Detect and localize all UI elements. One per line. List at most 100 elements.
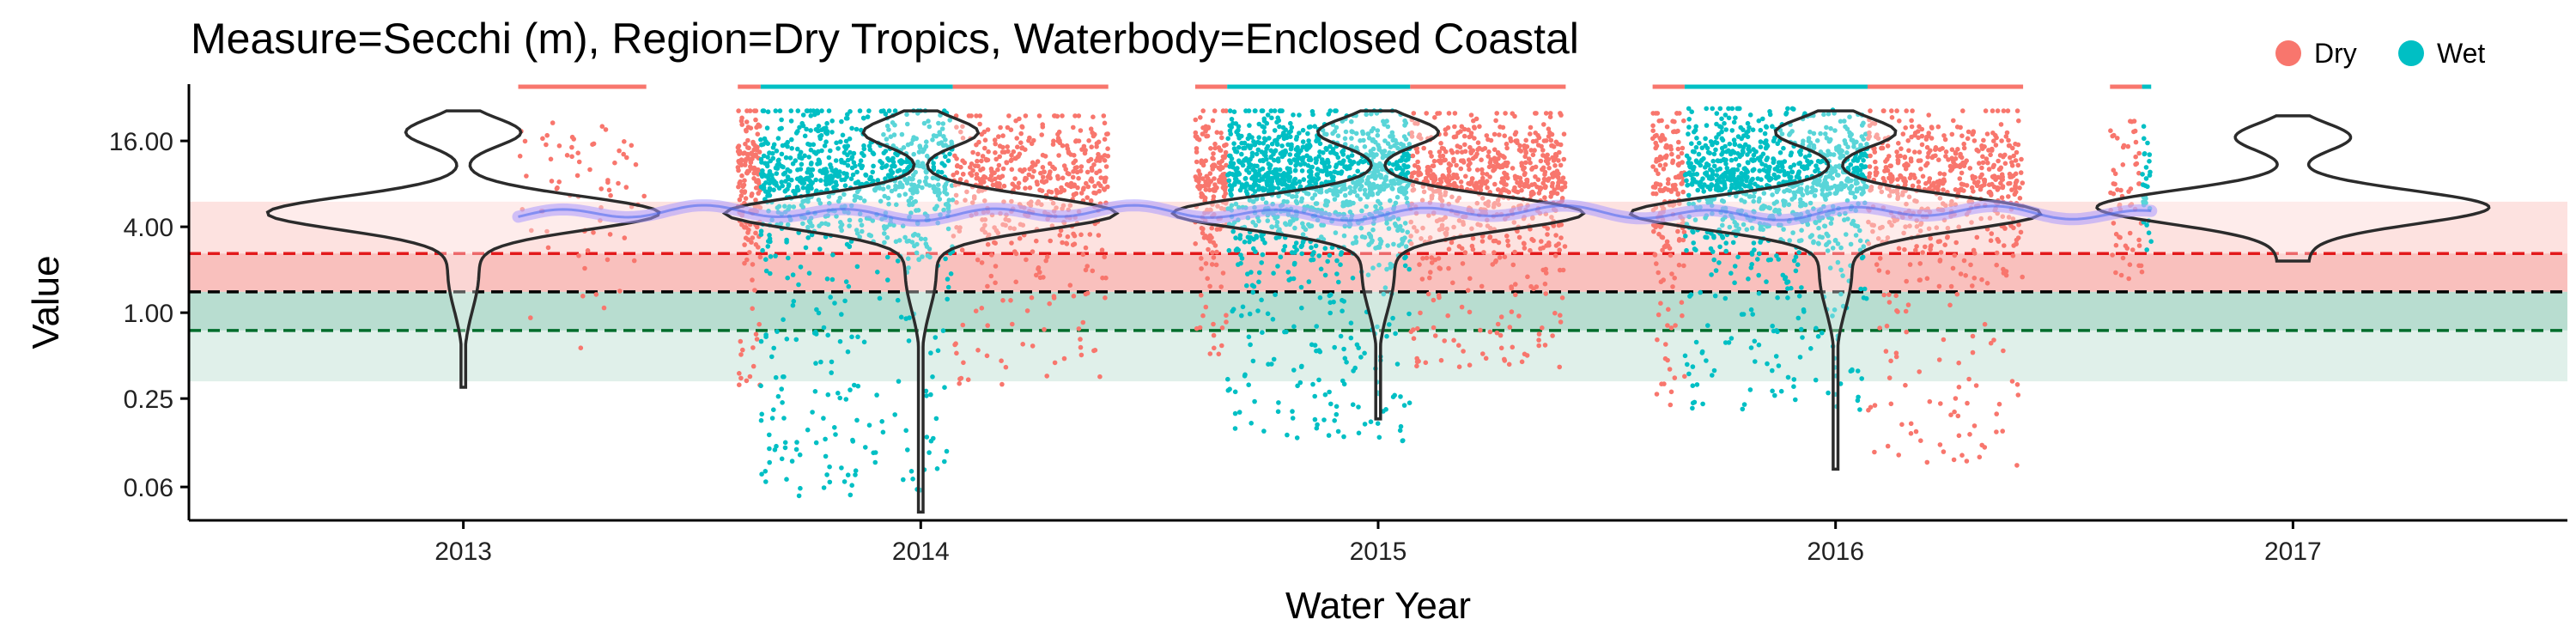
- data-point-dry: [1203, 304, 1209, 310]
- data-point-wet: [945, 158, 951, 163]
- data-point-wet: [1341, 434, 1346, 440]
- data-point-wet: [1701, 189, 1706, 194]
- data-point-wet: [838, 139, 843, 144]
- data-point-dry: [1083, 245, 1089, 251]
- data-point-dry: [1468, 112, 1474, 118]
- data-point-wet: [1231, 109, 1237, 114]
- data-point-dry: [1019, 124, 1024, 130]
- data-point-wet: [1729, 106, 1735, 112]
- data-point-wet: [1230, 308, 1235, 314]
- data-point-wet: [906, 265, 911, 270]
- data-point-wet: [1386, 226, 1392, 231]
- data-point-dry: [1075, 185, 1080, 191]
- data-point-wet: [758, 232, 764, 238]
- data-point-wet: [1694, 136, 1699, 141]
- data-point-wet: [933, 133, 939, 139]
- data-point-wet: [1328, 401, 1334, 407]
- data-point-wet: [1300, 139, 1306, 144]
- data-point-wet: [1299, 305, 1304, 311]
- data-point-dry: [1672, 375, 1678, 380]
- data-point-wet: [767, 150, 772, 155]
- data-point-wet: [854, 417, 860, 423]
- data-point-wet: [1748, 345, 1754, 350]
- data-point-wet: [805, 235, 811, 240]
- data-point-wet: [799, 120, 805, 126]
- data-point-wet: [772, 180, 777, 186]
- data-point-wet: [1713, 147, 1718, 153]
- data-point-wet: [1351, 160, 1357, 165]
- data-point-wet: [1722, 185, 1728, 191]
- data-point-wet: [1755, 176, 1760, 181]
- data-point-wet: [758, 137, 763, 143]
- data-point-wet: [1793, 397, 1798, 403]
- data-point-dry: [1211, 151, 1216, 156]
- data-point-wet: [814, 307, 819, 313]
- data-point-dry: [1030, 164, 1035, 170]
- data-point-wet: [1306, 168, 1312, 174]
- data-point-dry: [975, 151, 981, 157]
- data-point-wet: [1767, 175, 1773, 181]
- data-point-wet: [924, 434, 930, 440]
- data-point-wet: [1711, 368, 1717, 374]
- data-point-dry: [1030, 343, 1036, 349]
- data-point-wet: [1788, 152, 1794, 158]
- data-point-dry: [752, 169, 757, 175]
- data-point-dry: [1428, 270, 1433, 275]
- data-point-wet: [773, 108, 779, 113]
- data-point-dry: [1212, 176, 1217, 181]
- data-point-dry: [1495, 321, 1501, 327]
- data-point-wet: [1686, 125, 1692, 130]
- data-point-dry: [585, 248, 591, 253]
- data-point-dry: [996, 184, 1002, 190]
- data-point-wet: [789, 146, 794, 151]
- data-point-dry: [1065, 234, 1071, 240]
- data-point-wet: [1227, 108, 1233, 113]
- data-point-wet: [1384, 266, 1389, 272]
- data-point-wet: [829, 167, 835, 173]
- data-point-wet: [1741, 312, 1747, 317]
- data-point-wet: [1720, 175, 1726, 180]
- data-point-wet: [796, 493, 802, 499]
- data-point-dry: [1507, 325, 1513, 330]
- data-point-wet: [1710, 373, 1715, 378]
- data-point-wet: [1338, 333, 1344, 339]
- data-point-dry: [1206, 246, 1211, 252]
- data-point-wet: [777, 108, 783, 113]
- data-point-wet: [1788, 165, 1793, 170]
- data-point-wet: [1297, 380, 1303, 386]
- data-point-wet: [1781, 145, 1786, 151]
- data-point-wet: [1776, 363, 1782, 368]
- data-point-dry: [986, 149, 991, 155]
- data-point-dry: [985, 283, 990, 289]
- data-point-dry: [1541, 122, 1546, 127]
- data-point-wet: [1382, 138, 1388, 143]
- data-point-wet: [1728, 157, 1735, 163]
- data-point-wet: [1257, 158, 1263, 163]
- data-point-wet: [1274, 176, 1279, 182]
- data-point-wet: [785, 222, 791, 228]
- data-point-wet: [1238, 252, 1243, 258]
- data-point-wet: [1358, 186, 1363, 192]
- data-point-dry: [1207, 351, 1213, 356]
- data-point-dry: [1199, 293, 1204, 298]
- data-point-dry: [1994, 429, 1999, 434]
- data-point-wet: [835, 391, 841, 396]
- data-point-dry: [1889, 115, 1895, 120]
- data-point-dry: [750, 152, 756, 158]
- data-point-wet: [1293, 240, 1299, 246]
- data-point-wet: [1255, 308, 1261, 313]
- data-point-wet: [759, 172, 765, 177]
- data-point-wet: [1331, 299, 1336, 305]
- data-point-wet: [826, 194, 832, 199]
- data-point-wet: [1704, 123, 1710, 128]
- data-point-dry: [1530, 152, 1536, 158]
- data-point-wet: [1753, 359, 1758, 364]
- data-point-wet: [1231, 141, 1236, 146]
- data-point-dry: [755, 131, 761, 137]
- data-point-dry: [1092, 348, 1098, 353]
- data-point-wet: [1738, 125, 1743, 131]
- data-point-dry: [1211, 187, 1216, 192]
- data-point-dry: [754, 224, 760, 230]
- data-point-dry: [742, 225, 747, 230]
- data-point-dry: [603, 127, 609, 132]
